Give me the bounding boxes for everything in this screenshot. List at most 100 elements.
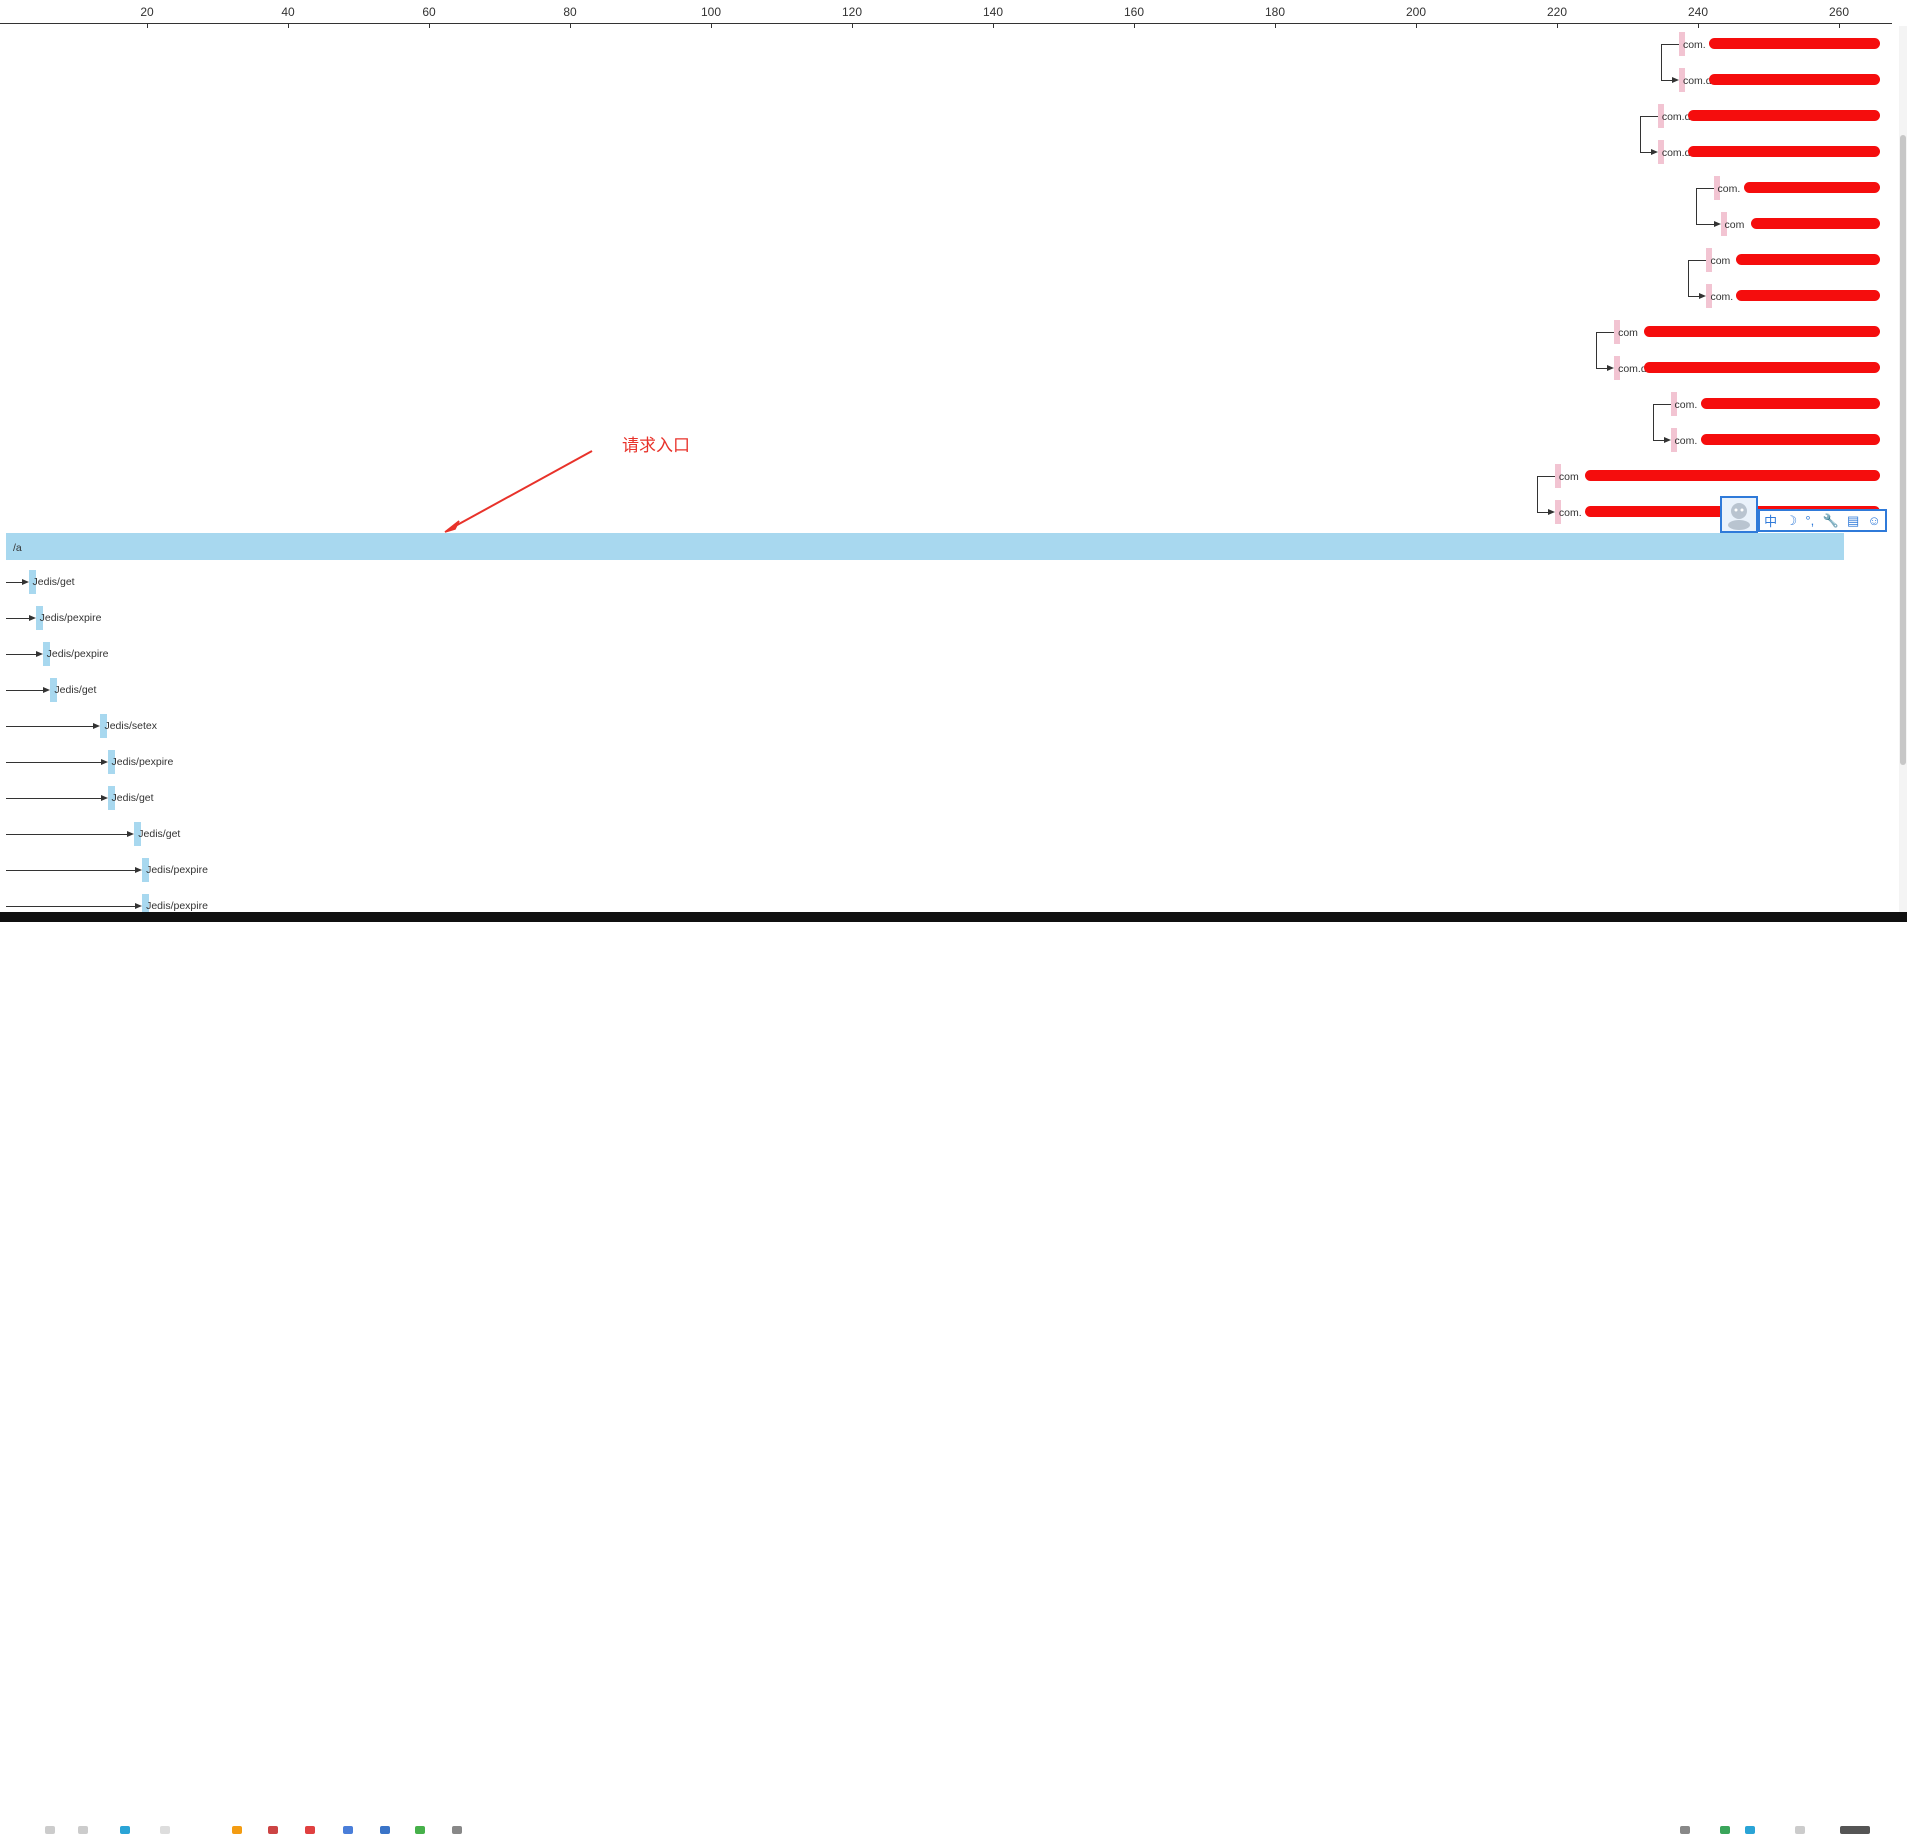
vertical-scrollbar-thumb[interactable] bbox=[1900, 135, 1906, 765]
redis-span-label: Jedis/pexpire bbox=[46, 648, 109, 660]
tray-icon[interactable] bbox=[1680, 1826, 1690, 1834]
task-view-icon[interactable] bbox=[78, 1826, 88, 1834]
redis-span-bar[interactable] bbox=[134, 822, 142, 846]
db-span-bar[interactable] bbox=[1706, 248, 1713, 272]
child-arrow bbox=[1660, 80, 1673, 81]
root-span-label: /a bbox=[13, 542, 22, 554]
redis-span-bar[interactable] bbox=[28, 570, 36, 594]
db-span-bar[interactable] bbox=[1713, 176, 1720, 200]
child-arrow bbox=[6, 798, 102, 799]
app-icon[interactable] bbox=[305, 1826, 315, 1834]
child-arrow bbox=[1639, 152, 1652, 153]
redis-span-bar[interactable] bbox=[142, 894, 150, 918]
tray-icon[interactable] bbox=[1795, 1826, 1805, 1834]
redaction-mark bbox=[1644, 326, 1880, 337]
arrow-head-icon bbox=[28, 615, 36, 621]
ime-wrench-icon[interactable]: 🔧 bbox=[1822, 512, 1839, 528]
db-span-bar[interactable] bbox=[1554, 500, 1561, 524]
redis-span-bar[interactable] bbox=[42, 642, 50, 666]
redaction-mark bbox=[1584, 470, 1880, 481]
db-span-bar[interactable] bbox=[1670, 392, 1677, 416]
redaction-mark bbox=[1743, 182, 1880, 193]
db-span-bar[interactable] bbox=[1678, 32, 1685, 56]
axis-tick bbox=[1416, 23, 1417, 28]
axis-tick bbox=[429, 23, 430, 28]
redis-span-bar[interactable] bbox=[107, 750, 115, 774]
child-arrow bbox=[6, 618, 30, 619]
redaction-mark bbox=[1708, 74, 1880, 85]
redis-span-label: Jedis/pexpire bbox=[146, 864, 208, 876]
call-bracket bbox=[1695, 188, 1697, 225]
child-arrow bbox=[6, 906, 137, 907]
child-arrow bbox=[6, 762, 102, 763]
redis-span-label: Jedis/get bbox=[138, 828, 181, 840]
redis-span-bar[interactable] bbox=[100, 714, 108, 738]
ime-punctuation-icon[interactable]: °, bbox=[1805, 513, 1815, 528]
app-icon[interactable] bbox=[380, 1826, 390, 1834]
redis-span-bar[interactable] bbox=[35, 606, 43, 630]
tray-icon[interactable] bbox=[1720, 1826, 1730, 1834]
bracket-top-line bbox=[1596, 332, 1615, 333]
ime-clipboard-icon[interactable]: ▤ bbox=[1846, 512, 1860, 528]
child-arrow bbox=[6, 582, 23, 583]
app-icon[interactable] bbox=[160, 1826, 170, 1834]
bracket-top-line bbox=[1688, 260, 1707, 261]
clock[interactable] bbox=[1840, 1826, 1870, 1834]
arrow-head-icon bbox=[1607, 365, 1615, 371]
db-span-bar[interactable] bbox=[1720, 212, 1727, 236]
db-span-bar[interactable] bbox=[1614, 356, 1621, 380]
start-icon[interactable] bbox=[2, 1826, 12, 1834]
app-icon[interactable] bbox=[415, 1826, 425, 1834]
app-icon[interactable] bbox=[343, 1826, 353, 1834]
db-span-bar[interactable] bbox=[1670, 428, 1677, 452]
redis-span-bar[interactable] bbox=[50, 678, 58, 702]
ime-moon-icon[interactable]: ☽ bbox=[1785, 512, 1798, 528]
db-span-label: com. bbox=[1674, 399, 1698, 411]
app-icon[interactable] bbox=[232, 1826, 242, 1834]
axis-tick-label: 180 bbox=[1264, 5, 1286, 19]
redis-span-label: Jedis/pexpire bbox=[39, 612, 102, 624]
ime-emoji-icon[interactable]: ☺ bbox=[1867, 513, 1881, 528]
redaction-mark bbox=[1644, 362, 1880, 373]
db-span-bar[interactable] bbox=[1657, 104, 1664, 128]
axis-tick-label: 260 bbox=[1828, 5, 1850, 19]
time-axis: 20 40 60 80 100 120 140 160 180 200 220 240 260 bbox=[0, 0, 1907, 28]
db-span-bar[interactable] bbox=[1678, 68, 1685, 92]
redaction-mark bbox=[1700, 434, 1880, 445]
bracket-top-line bbox=[1652, 404, 1671, 405]
axis-tick bbox=[1275, 23, 1276, 28]
redis-span-label: Jedis/get bbox=[111, 792, 154, 804]
db-span-bar[interactable] bbox=[1657, 140, 1664, 164]
ime-chinese-mode-icon[interactable]: 中 bbox=[1764, 514, 1778, 529]
app-icon[interactable] bbox=[120, 1826, 130, 1834]
arrow-head-icon bbox=[93, 723, 101, 729]
db-span-label: com. bbox=[1558, 507, 1582, 519]
call-bracket bbox=[1660, 44, 1662, 81]
app-icon[interactable] bbox=[452, 1826, 462, 1834]
tray-icon[interactable] bbox=[1745, 1826, 1755, 1834]
redaction-mark bbox=[1736, 254, 1880, 265]
arrow-head-icon bbox=[35, 651, 43, 657]
call-bracket bbox=[1688, 260, 1690, 297]
axis-tick-label: 60 bbox=[422, 5, 436, 19]
root-span-bar[interactable] bbox=[6, 533, 1844, 560]
child-arrow bbox=[1695, 224, 1715, 225]
db-span-bar[interactable] bbox=[1706, 284, 1713, 308]
redis-span-bar[interactable] bbox=[142, 858, 150, 882]
redaction-mark bbox=[1736, 290, 1880, 301]
arrow-head-icon bbox=[21, 579, 29, 585]
db-span-bar[interactable] bbox=[1554, 464, 1561, 488]
axis-tick-label: 240 bbox=[1687, 5, 1709, 19]
ime-toolbar: 中 ☽ °, 🔧 ▤ ☺ bbox=[1758, 509, 1887, 532]
db-span-bar[interactable] bbox=[1614, 320, 1621, 344]
axis-tick-label: 40 bbox=[281, 5, 295, 19]
axis-tick-label: 120 bbox=[841, 5, 863, 19]
arrow-head-icon bbox=[1663, 437, 1671, 443]
axis-tick bbox=[288, 23, 289, 28]
redis-span-bar[interactable] bbox=[107, 786, 115, 810]
ime-avatar-icon[interactable] bbox=[1720, 496, 1758, 533]
search-icon[interactable] bbox=[45, 1826, 55, 1834]
axis-tick-label: 220 bbox=[1546, 5, 1568, 19]
app-icon[interactable] bbox=[268, 1826, 278, 1834]
db-span-label: com. bbox=[1710, 291, 1734, 303]
